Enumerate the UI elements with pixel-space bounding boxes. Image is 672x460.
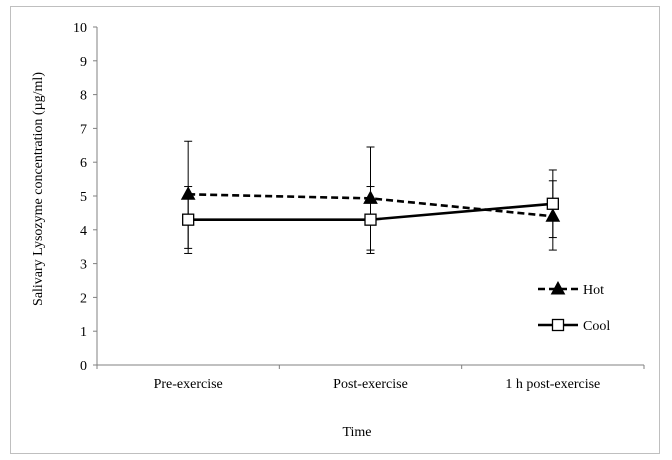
y-tick-label: 0 xyxy=(80,359,87,374)
data-point-cool xyxy=(182,213,195,226)
y-tick-label: 5 xyxy=(80,190,87,205)
legend-marker-cool xyxy=(551,318,565,332)
legend-marker-hot xyxy=(550,280,566,295)
y-tick-label: 7 xyxy=(80,122,87,137)
legend: Hot Cool xyxy=(538,280,610,334)
y-tick-label: 3 xyxy=(80,258,87,273)
data-point-cool xyxy=(546,197,559,210)
y-tick-label: 10 xyxy=(73,21,87,36)
legend-label-cool: Cool xyxy=(583,319,610,334)
data-point-cool xyxy=(364,213,377,226)
x-axis-label: Time xyxy=(342,425,371,440)
series-cool xyxy=(182,169,559,254)
x-tick-label: Post-exercise xyxy=(333,377,408,392)
y-tick-label: 8 xyxy=(80,89,87,104)
y-tick-label: 4 xyxy=(80,224,87,239)
legend-item-hot: Hot xyxy=(538,280,604,298)
x-tick-label: Pre-exercise xyxy=(154,377,223,392)
y-axis-label: Salivary Lysozyme concentration (µg/ml) xyxy=(31,72,46,306)
chart-marks xyxy=(180,140,561,254)
legend-item-cool: Cool xyxy=(538,318,610,334)
x-tick-label: 1 h post-exercise xyxy=(505,377,600,392)
legend-label-hot: Hot xyxy=(583,283,604,298)
axes: 0 1 2 3 4 5 6 7 8 9 10 Pre-exercise Post-exercise 1 h… xyxy=(73,21,645,392)
y-tick-label: 1 xyxy=(80,325,87,340)
chart-frame xyxy=(10,6,660,454)
y-tick-label: 6 xyxy=(80,156,87,171)
y-tick-label: 2 xyxy=(80,291,87,306)
y-tick-label: 9 xyxy=(80,55,87,70)
